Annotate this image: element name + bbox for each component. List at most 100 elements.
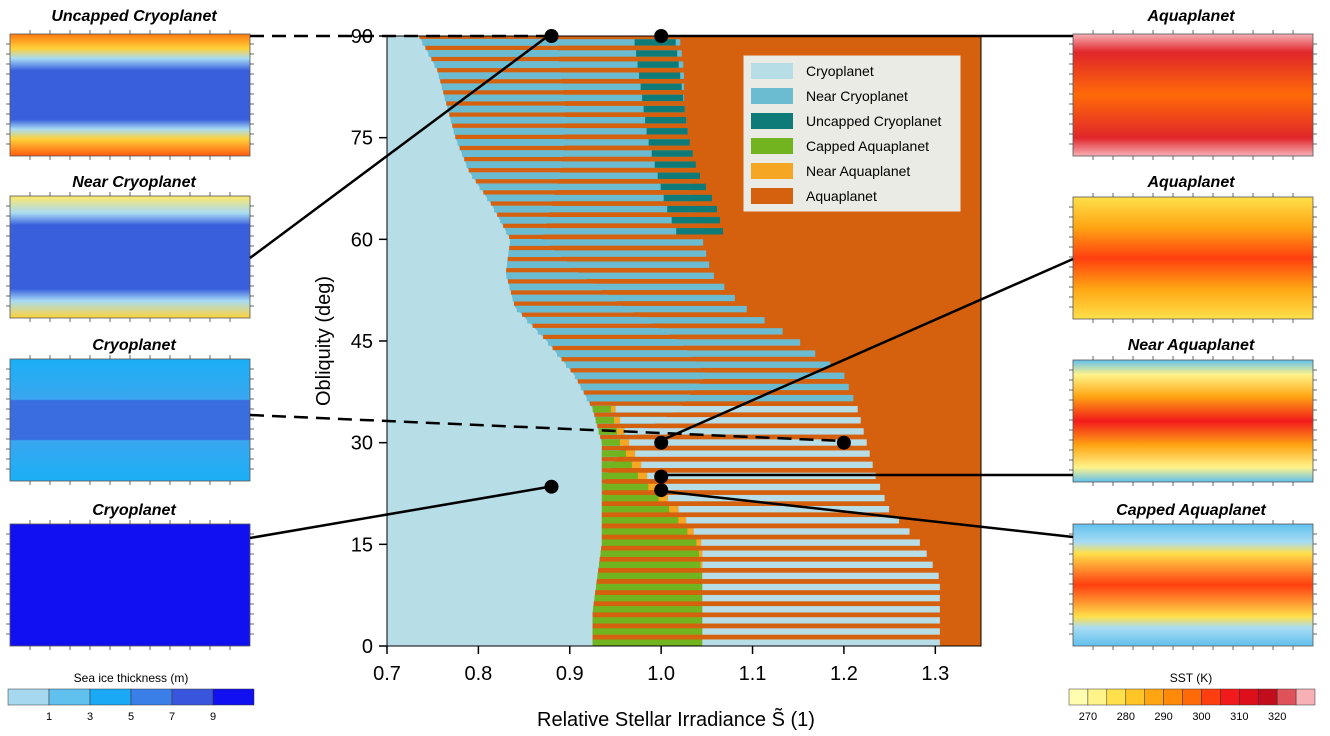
panel-near-aquaplanet-map [1073, 360, 1313, 482]
colorbar-sst: SST (K) 270 280 290 300 310 320 [1068, 671, 1316, 723]
panel-title: Near Cryoplanet [72, 174, 196, 191]
hatch-gap [595, 590, 940, 595]
hatch-gap [440, 79, 684, 84]
colorbar-swatch [1276, 688, 1297, 706]
sample-point [544, 479, 559, 494]
panel-title: Cryoplanet [92, 502, 176, 519]
y-tick-label: 30 [351, 433, 373, 455]
hatch-gap [601, 523, 905, 528]
hatch-gap [490, 201, 693, 206]
legend-label: Aquaplanet [806, 188, 877, 204]
x-axis: 0.7 0.8 0.9 1.0 1.1 1.2 1.3 [373, 646, 949, 685]
hatch-capped-aquaplanet [592, 617, 703, 624]
hatch-capped-aquaplanet [601, 472, 638, 480]
hatch-gap [425, 45, 681, 50]
hatch-stripe [507, 261, 710, 268]
hatch-gap [600, 434, 866, 440]
hatch-stripe [678, 506, 890, 513]
colorbar-label: 290 [1154, 711, 1172, 723]
hatch-capped-aquaplanet [595, 417, 614, 424]
hatch-stripe [444, 94, 684, 102]
hatch-stripe [580, 383, 849, 391]
hatch-gap [543, 334, 792, 339]
hatch-uncapped-cryoplanet [637, 61, 679, 68]
hatch-stripe [586, 394, 854, 402]
y-axis-label: Obliquity (deg) [313, 276, 335, 406]
hatch-near-aquaplanet [669, 506, 679, 513]
hatch-gap [506, 268, 711, 273]
colorbar-swatch [1106, 688, 1126, 706]
hatch-stripe [702, 583, 940, 591]
hatch-uncapped-cryoplanet [676, 228, 723, 235]
colorbar-swatch [1257, 688, 1278, 706]
colorbar-swatch [89, 688, 132, 706]
panel-cryoplanet-map-2 [10, 524, 250, 646]
hatch-capped-aquaplanet [601, 450, 626, 457]
panel-uncapped-cryoplanet-map [10, 34, 250, 156]
hatch-uncapped-cryoplanet [667, 205, 717, 213]
hatch-stripe [702, 561, 933, 568]
hatch-gap [464, 157, 689, 162]
hatch-stripe [509, 283, 725, 291]
hatch-stripe [462, 150, 689, 157]
hatch-gap [592, 612, 940, 617]
hatch-near-aquaplanet [687, 528, 694, 535]
connector-lines [249, 34, 1074, 540]
hatch-capped-aquaplanet [601, 539, 697, 546]
hatch-uncapped-cryoplanet [642, 94, 684, 102]
sample-points [544, 29, 851, 498]
colorbar-sea-ice: Sea ice thickness (m) 1 3 5 7 9 [7, 671, 255, 723]
colorbar-swatch [171, 688, 214, 706]
y-tick-label: 75 [351, 128, 373, 150]
hatch-gap [561, 357, 823, 362]
colorbar-swatch [1239, 688, 1259, 706]
hatch-gap [455, 134, 689, 139]
hatch-gap [449, 112, 686, 117]
hatch-near-aquaplanet [678, 517, 687, 524]
hatch-capped-aquaplanet [592, 406, 611, 413]
hatch-stripe [472, 172, 690, 179]
hatch-uncapped-cryoplanet [645, 117, 687, 124]
colorbar-label: 300 [1192, 711, 1210, 723]
legend-label: Capped Aquaplanet [806, 138, 929, 154]
hatch-gap [599, 557, 930, 562]
colorbar-swatch [1295, 688, 1316, 706]
hatch-gap [601, 534, 915, 540]
hatch-stripe [438, 72, 684, 79]
hatch-gap [497, 212, 696, 217]
hatch-uncapped-cryoplanet [634, 39, 676, 46]
colorbar-label: 1 [46, 711, 52, 723]
hatch-stripe [512, 294, 735, 302]
hatch-stripe [574, 372, 845, 379]
hatch-uncapped-cryoplanet [640, 83, 682, 90]
hatch-stripe [457, 139, 689, 146]
hatch-gap [452, 123, 687, 128]
hatch-stripe [548, 339, 801, 346]
hatch-capped-aquaplanet [597, 572, 702, 580]
hatch-gap [443, 90, 684, 95]
hatch-gap [592, 635, 940, 640]
hatch-near-aquaplanet [699, 550, 703, 557]
colorbar-label: 310 [1230, 711, 1248, 723]
hatch-gap [437, 68, 684, 73]
hatch-uncapped-cryoplanet [646, 128, 688, 135]
colorbar-title: Sea ice thickness (m) [74, 671, 189, 685]
hatch-uncapped-cryoplanet [648, 139, 690, 146]
legend-swatch [751, 63, 793, 79]
hatch-stripe [686, 517, 899, 524]
hatch-uncapped-cryoplanet [657, 172, 700, 179]
hatch-stripe [702, 594, 940, 602]
hatch-gap [601, 479, 878, 484]
hatch-stripe [441, 83, 684, 90]
hatch-uncapped-cryoplanet [663, 194, 712, 202]
hatch-gap [475, 179, 690, 184]
hatch-stripe [500, 217, 698, 224]
y-tick-label: 45 [351, 331, 373, 353]
colorbar-swatch [1125, 688, 1145, 706]
hatch-gap [601, 546, 924, 551]
hatch-near-aquaplanet [617, 428, 625, 435]
legend-label: Cryoplanet [806, 63, 874, 79]
colorbar-swatch [1201, 688, 1221, 706]
